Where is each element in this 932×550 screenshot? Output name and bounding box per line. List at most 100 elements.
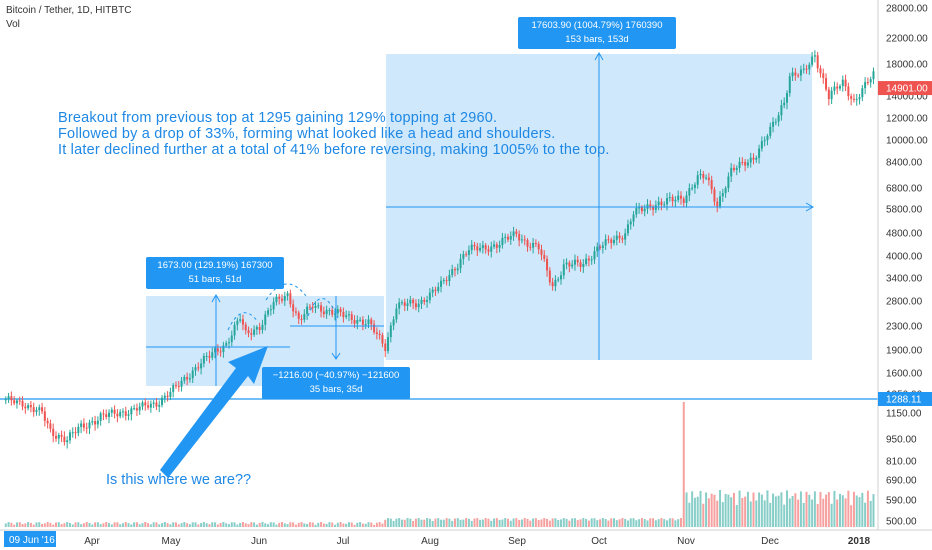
volume-bar bbox=[370, 522, 373, 527]
candle-body bbox=[216, 348, 219, 352]
volume-bar bbox=[822, 498, 825, 527]
volume-bar bbox=[35, 522, 38, 527]
volume-bar bbox=[18, 522, 21, 527]
candle-body bbox=[208, 355, 211, 358]
candle-body bbox=[758, 148, 761, 158]
volume-bar bbox=[827, 492, 830, 527]
volume-bar bbox=[135, 522, 138, 527]
candle-body bbox=[275, 296, 278, 303]
volume-bar bbox=[205, 523, 208, 527]
candle-body bbox=[350, 314, 353, 320]
volume-bar bbox=[632, 518, 635, 527]
candle-body bbox=[696, 175, 699, 185]
volume-bar bbox=[512, 518, 515, 527]
volume-bar bbox=[691, 491, 694, 527]
volume-bar bbox=[426, 518, 429, 527]
volume-bar bbox=[339, 522, 342, 527]
candle-body bbox=[506, 236, 509, 240]
candle-body bbox=[300, 318, 303, 320]
candle-body bbox=[635, 207, 638, 215]
volume-bar bbox=[68, 522, 71, 527]
volume-bar bbox=[414, 518, 417, 527]
candle-body bbox=[727, 176, 730, 189]
candle-body bbox=[21, 400, 24, 407]
candle-body bbox=[258, 326, 261, 330]
volume-bar bbox=[780, 492, 783, 527]
candlesticks bbox=[4, 50, 875, 449]
candle-body bbox=[601, 245, 604, 249]
volume-bar bbox=[699, 490, 702, 527]
volume-bar bbox=[746, 491, 749, 527]
volume-bar bbox=[529, 520, 532, 527]
candle-body bbox=[108, 412, 111, 418]
volume-bar bbox=[504, 518, 507, 527]
volume-bar bbox=[99, 524, 102, 527]
candle-body bbox=[744, 161, 747, 166]
volume-bar bbox=[110, 524, 113, 527]
candle-body bbox=[294, 311, 297, 313]
volume-bar bbox=[21, 523, 24, 527]
volume-bar bbox=[749, 501, 752, 527]
candle-body bbox=[364, 324, 367, 326]
volume-bar bbox=[188, 524, 191, 527]
volume-bar bbox=[481, 519, 484, 527]
volume-bar bbox=[281, 522, 283, 527]
candle-body bbox=[130, 408, 133, 415]
candle-body bbox=[448, 274, 451, 282]
candle-body bbox=[509, 236, 512, 240]
candle-body bbox=[649, 204, 652, 208]
candle-body bbox=[437, 286, 440, 291]
candle-body bbox=[121, 411, 124, 413]
note-line-3: It later declined further at a total of … bbox=[58, 142, 610, 158]
candle-body bbox=[339, 309, 342, 312]
volume-bar bbox=[864, 502, 867, 527]
volume-bar bbox=[230, 522, 233, 527]
candle-body bbox=[46, 420, 49, 424]
candle-body bbox=[381, 335, 384, 344]
candle-body bbox=[855, 99, 858, 101]
volume-bar bbox=[730, 497, 733, 527]
volume-bar bbox=[82, 523, 85, 527]
volume-bar bbox=[649, 518, 652, 527]
right-shoulder-arc bbox=[307, 298, 339, 319]
candle-body bbox=[813, 55, 816, 57]
volume-bar bbox=[467, 518, 470, 527]
volume-bar bbox=[294, 524, 297, 527]
volume-bar bbox=[565, 518, 568, 527]
candle-body bbox=[241, 319, 244, 325]
candle-body bbox=[599, 246, 602, 249]
candle-body bbox=[96, 420, 99, 425]
volume-bar bbox=[334, 524, 337, 527]
volume-bar bbox=[261, 522, 264, 527]
volume-bar bbox=[350, 522, 353, 527]
volume-bar bbox=[108, 523, 111, 527]
candle-body bbox=[679, 195, 682, 199]
candle-body bbox=[292, 304, 295, 312]
volume-bar bbox=[375, 522, 378, 527]
candle-body bbox=[29, 405, 32, 408]
volume-bar bbox=[400, 519, 403, 527]
volume-bar bbox=[813, 491, 816, 527]
candle-body bbox=[389, 325, 392, 338]
candle-body bbox=[797, 75, 800, 77]
volume-bar bbox=[629, 518, 632, 527]
volume-bar bbox=[847, 490, 850, 527]
candle-body bbox=[811, 56, 814, 65]
candle-body bbox=[618, 235, 621, 239]
candle-body bbox=[317, 305, 320, 307]
candle-body bbox=[43, 411, 46, 421]
candle-body bbox=[495, 244, 498, 248]
volume-bar bbox=[571, 518, 574, 527]
price-tick-label: 18000.00 bbox=[886, 60, 928, 71]
candle-body bbox=[174, 385, 177, 387]
candle-body bbox=[705, 177, 708, 179]
candle-body bbox=[677, 195, 680, 200]
candle-body bbox=[632, 214, 635, 222]
volume-bar bbox=[833, 490, 836, 527]
volume-bar bbox=[4, 523, 7, 527]
candle-body bbox=[640, 207, 643, 212]
volume-bar bbox=[406, 518, 409, 527]
volume-bar bbox=[453, 518, 456, 527]
volume-bar bbox=[652, 518, 655, 527]
